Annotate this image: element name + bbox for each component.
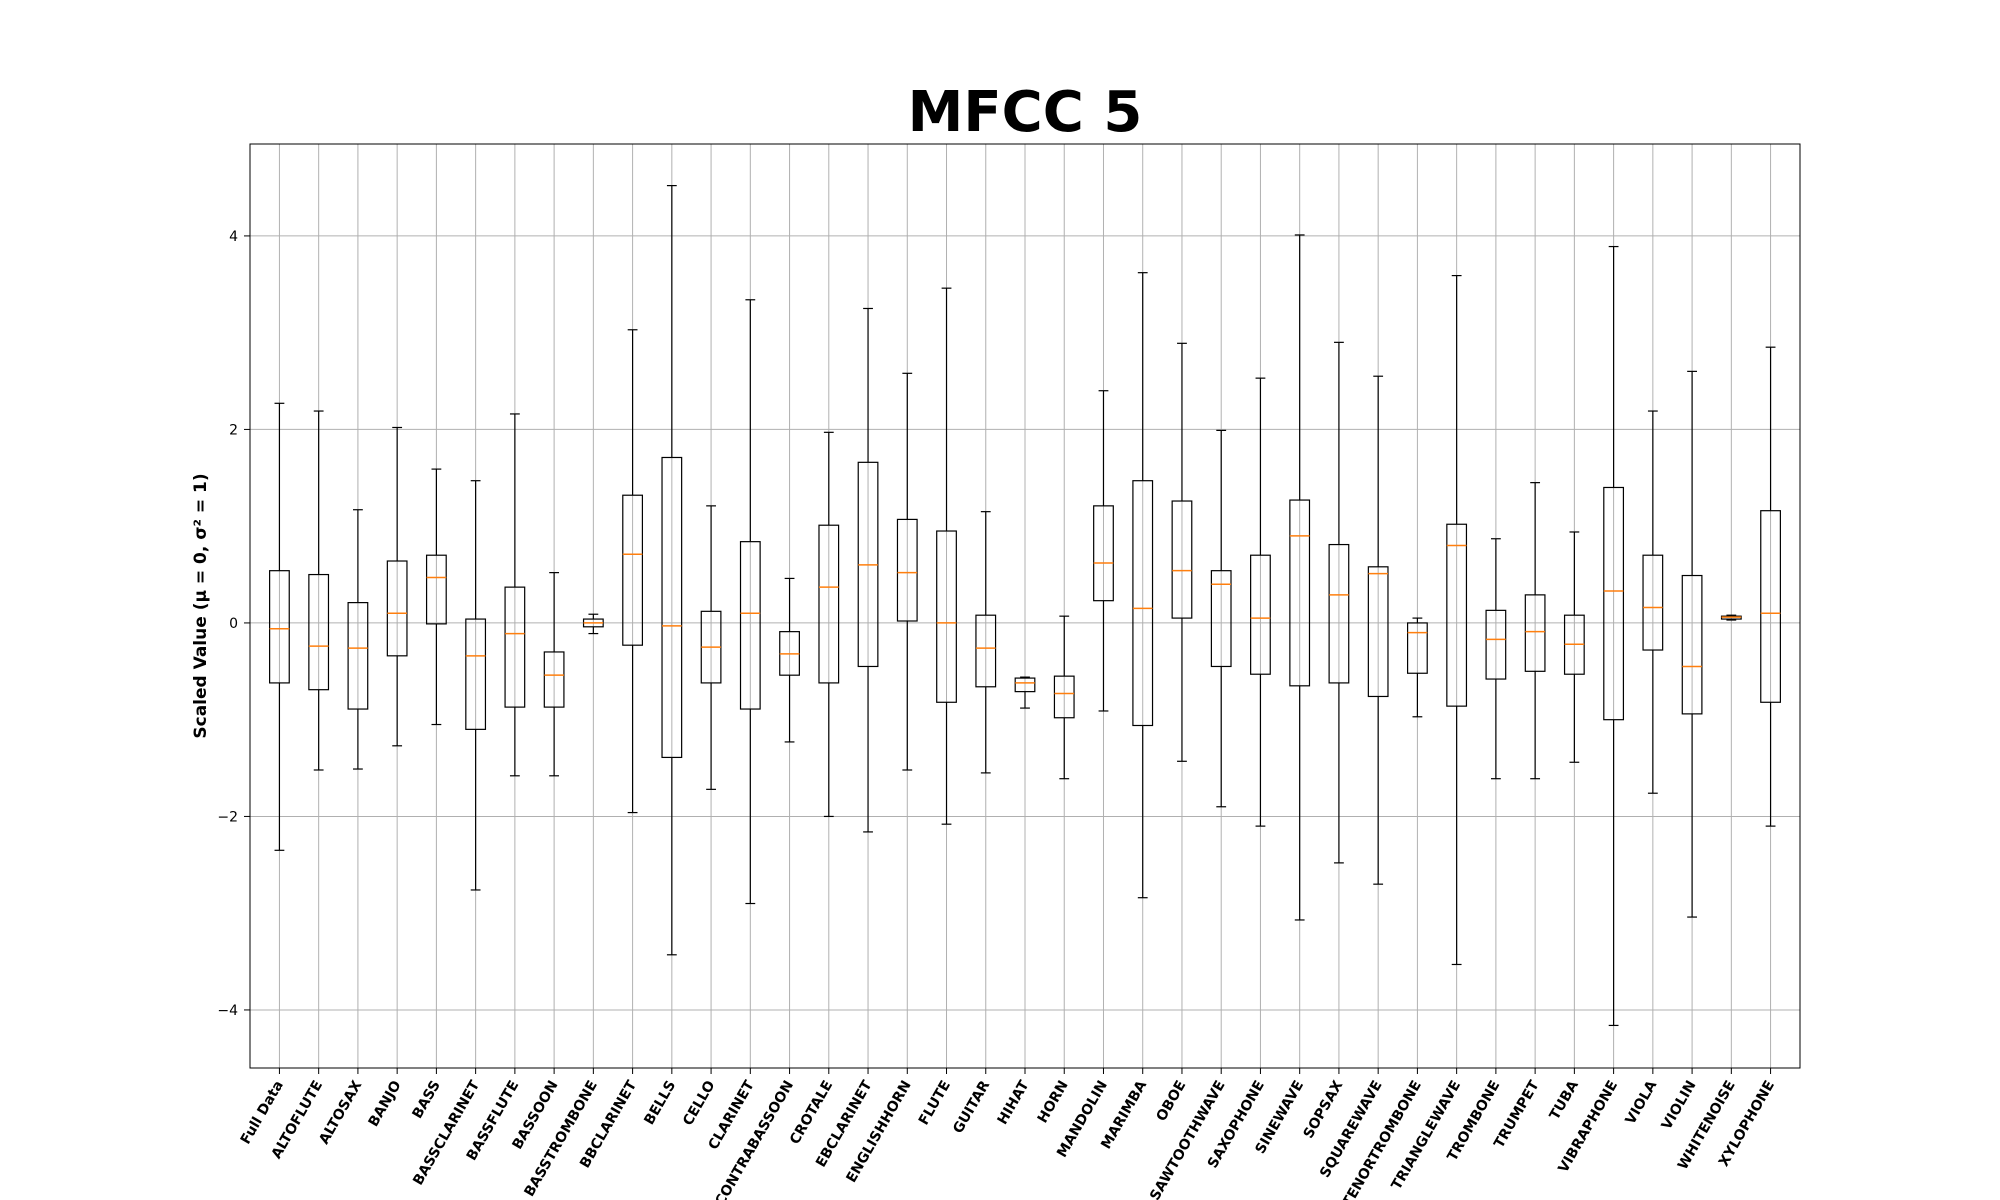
box-iqr — [1171, 500, 1193, 619]
box-tenortrombone — [1406, 617, 1428, 718]
box-iqr — [661, 456, 683, 759]
box-iqr — [1093, 505, 1114, 602]
box-iqr — [818, 524, 840, 684]
box-iqr — [1132, 480, 1154, 727]
box-trombone — [1485, 538, 1507, 780]
box-iqr — [543, 651, 565, 708]
box-full-data — [269, 402, 290, 851]
box-horn — [1053, 615, 1075, 780]
box-guitar — [975, 511, 997, 774]
box-trumpet — [1524, 482, 1546, 780]
y-tick-label: 4 — [229, 229, 238, 245]
box-iqr — [1524, 594, 1546, 672]
box-iqr — [1053, 675, 1075, 719]
y-axis-label: Scaled Value (μ = 0, σ² = 1) — [191, 473, 211, 738]
box-bass — [425, 468, 447, 726]
box-altoflute — [308, 410, 330, 771]
box-clarinet — [739, 299, 761, 905]
x-tick-label: HIHAT — [995, 1078, 1033, 1128]
box-iqr — [504, 586, 526, 708]
y-tick-label: −4 — [217, 1003, 238, 1019]
x-tick-label: CELLO — [680, 1078, 718, 1129]
box-iqr — [1485, 609, 1507, 680]
box-iqr — [1328, 543, 1350, 684]
box-iqr — [425, 554, 447, 625]
x-tick-label: SAWTOOTHWAVE — [1147, 1078, 1229, 1200]
x-tick-label: FLUTE — [916, 1078, 954, 1128]
box-trianglewave — [1446, 274, 1468, 966]
box-tuba — [1563, 531, 1585, 763]
box-sopsax — [1328, 341, 1350, 864]
box-ebclarinet — [857, 307, 879, 833]
box-sawtoothwave — [1210, 429, 1232, 808]
box-iqr — [739, 541, 761, 710]
box-marimba — [1132, 272, 1154, 899]
box-banjo — [386, 426, 408, 747]
box-whitenoise — [1720, 614, 1742, 621]
box-iqr — [1289, 499, 1311, 687]
x-tick-label: HORN — [1035, 1078, 1072, 1126]
box-iqr — [896, 518, 918, 622]
box-altosax — [347, 509, 369, 770]
box-iqr — [1446, 523, 1468, 707]
box-iqr — [1760, 510, 1781, 703]
x-tick-label: TUBA — [1547, 1078, 1582, 1123]
box-iqr — [1014, 677, 1036, 693]
x-tick-label: BANJO — [366, 1078, 405, 1130]
box-bells — [661, 185, 683, 956]
chart-title: MFCC 5 — [908, 80, 1143, 145]
box-xylophone — [1760, 346, 1781, 827]
box-bassoon — [543, 572, 565, 777]
box-iqr — [347, 602, 369, 710]
box-saxophone — [1250, 377, 1271, 827]
box-crotale — [818, 431, 840, 818]
box-iqr — [1603, 486, 1625, 721]
box-layer — [269, 185, 1781, 1027]
box-iqr — [1210, 570, 1232, 668]
box-viola — [1642, 410, 1664, 794]
y-tick-label: 2 — [229, 422, 238, 438]
box-iqr — [1367, 566, 1389, 698]
x-tick-label: BASS — [409, 1078, 443, 1122]
box-squarewave — [1367, 375, 1389, 885]
box-oboe — [1171, 342, 1193, 762]
box-iqr — [1406, 622, 1428, 674]
x-tick-label: VIOLA — [1623, 1078, 1661, 1127]
box-mandolin — [1093, 390, 1114, 712]
box-iqr — [465, 618, 487, 730]
x-tick-label: BELLS — [641, 1078, 679, 1128]
box-iqr — [936, 530, 957, 703]
box-iqr — [269, 570, 290, 684]
box-basstrombone — [582, 613, 604, 635]
box-iqr — [1642, 554, 1664, 651]
box-sinewave — [1289, 234, 1311, 921]
box-bassclarinet — [465, 480, 487, 891]
box-iqr — [386, 560, 408, 657]
box-bassflute — [504, 413, 526, 777]
box-iqr — [622, 494, 644, 646]
box-bbclarinet — [622, 329, 644, 814]
box-flute — [936, 287, 957, 825]
box-violin — [1681, 370, 1703, 918]
box-iqr — [308, 573, 330, 691]
box-iqr — [1681, 574, 1703, 715]
x-tick-label: OBOE — [1154, 1078, 1190, 1124]
box-iqr — [975, 614, 997, 688]
box-iqr — [1250, 554, 1271, 675]
x-tick-label: BASSTROMBONE — [521, 1078, 600, 1200]
box-contrabassoon — [779, 577, 800, 743]
x-tick-label: VIOLIN — [1659, 1078, 1700, 1133]
box-vibraphone — [1603, 245, 1625, 1027]
box-englishhorn — [896, 372, 918, 771]
y-tick-label: 0 — [229, 616, 238, 632]
box-hihat — [1014, 676, 1036, 709]
x-tick-label: GUITAR — [950, 1078, 993, 1137]
y-tick-label: −2 — [217, 809, 238, 825]
grid-layer — [250, 144, 1800, 1068]
box-cello — [700, 505, 722, 790]
